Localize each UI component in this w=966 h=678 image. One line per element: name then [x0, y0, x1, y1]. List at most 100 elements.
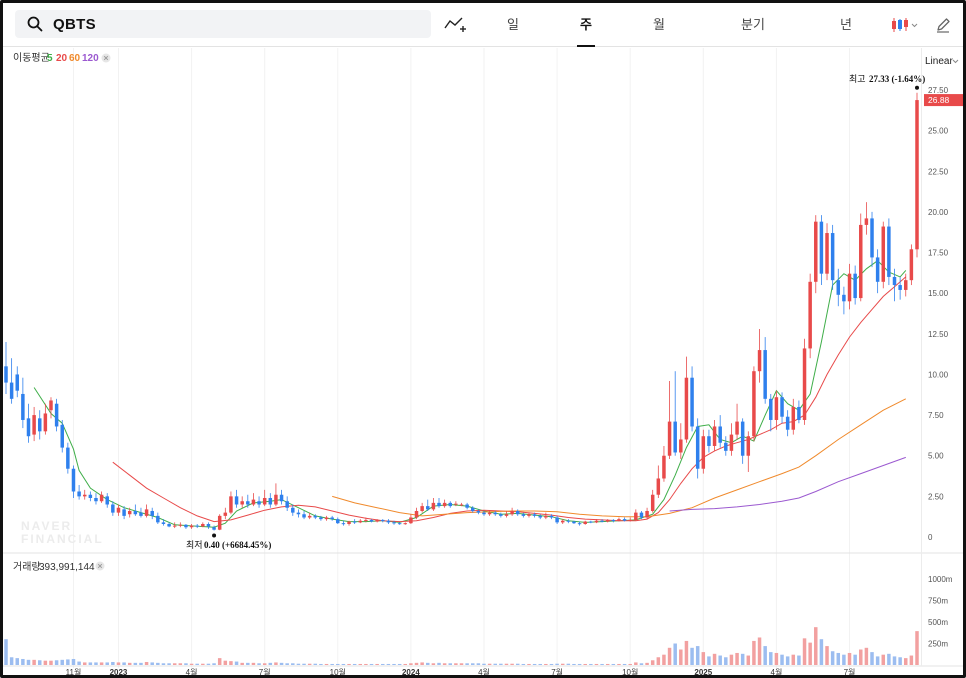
scale-dropdown[interactable]: Linear [925, 56, 959, 67]
candle-down [785, 416, 790, 430]
volume-bar-up [628, 663, 632, 665]
volume-bar-down [195, 663, 199, 665]
volume-bar-down [724, 657, 728, 665]
volume-bar-down [819, 639, 824, 665]
search-box[interactable]: QBTS [15, 10, 431, 38]
volume-bar-up [881, 654, 886, 665]
candle-up [808, 281, 812, 349]
candle-up [442, 502, 447, 507]
volume-bar-down [66, 659, 70, 665]
volume-bar-down [892, 656, 897, 665]
candle-down [122, 509, 126, 516]
candle-down [21, 393, 25, 420]
candle-down [66, 447, 70, 469]
volume-bar-up [909, 655, 914, 665]
candle-up [487, 512, 492, 515]
candle-up [594, 520, 599, 523]
candle-down [161, 522, 166, 524]
candle-down [319, 517, 323, 520]
volume-bar-up [915, 631, 919, 665]
candle-up [307, 515, 312, 518]
candle-up [172, 525, 177, 527]
volume-bar-up [701, 652, 706, 665]
candle-up [679, 439, 683, 453]
candle-down [887, 226, 891, 277]
ma-line-60 [332, 398, 907, 518]
candle-down [892, 276, 897, 286]
candle-up [746, 436, 751, 456]
candle-up [650, 494, 655, 511]
candle-up [735, 421, 739, 435]
volume-bar-down [167, 663, 171, 665]
high-annotation: 최고 27.33 (-1.64%) [849, 74, 925, 90]
volume-bar-down [482, 663, 486, 665]
compare-chart-icon[interactable] [444, 16, 466, 34]
volume-bar-down [161, 663, 166, 665]
high-label: 최고 [849, 74, 866, 84]
candle-type-icon[interactable] [891, 17, 919, 33]
tab-year[interactable]: 년 [840, 17, 852, 32]
candle-down [493, 512, 497, 515]
volume-bar-down [54, 660, 59, 665]
candle-up [791, 406, 796, 430]
search-symbol[interactable]: QBTS [53, 15, 96, 33]
volume-bar-up [217, 658, 222, 665]
candle-up [774, 397, 779, 420]
ma-legend-title: 이동평균 [13, 52, 50, 64]
volume-close-icon[interactable] [95, 561, 105, 571]
grid [3, 48, 963, 668]
volume-bar-down [695, 646, 700, 665]
tab-month[interactable]: 월 [653, 17, 665, 32]
candle-down [853, 273, 857, 299]
candle-down [9, 382, 14, 399]
pencil-icon[interactable] [935, 17, 951, 33]
volume-bar-up [262, 663, 267, 665]
price-tick-label: 0 [928, 533, 933, 542]
volume-header[interactable]: 거래량 393,991,144 [13, 561, 105, 573]
candle-down [763, 350, 767, 399]
candle-down [566, 520, 571, 522]
volume-bar-up [791, 654, 796, 665]
candle-up [262, 497, 267, 505]
volume-bar-down [234, 661, 239, 665]
candle-up [251, 499, 256, 505]
volume-tick-label: 1000m [928, 575, 953, 584]
price-tick-label: 27.50 [928, 86, 949, 95]
volume-tick-label: 250m [928, 640, 948, 649]
volume-bar-up [746, 655, 751, 665]
volume-bar-up [324, 663, 329, 665]
candle-down [819, 221, 824, 274]
volume-bar-up [679, 649, 683, 665]
moving-average-lines [33, 260, 907, 528]
volume-bar-down [572, 663, 576, 665]
ma-legend-close-icon[interactable] [101, 53, 111, 63]
candle-down [437, 502, 441, 507]
x-tick-label: 11월 [66, 667, 82, 677]
volume-bar-up [510, 663, 514, 665]
x-tick-label: 4월 [771, 667, 783, 677]
candle-down [769, 398, 773, 420]
volume-bar-down [797, 655, 801, 665]
candle-down [341, 523, 346, 525]
ma-legend-60: 60 [69, 53, 81, 64]
ma-legend-120: 120 [82, 53, 99, 64]
candle-up [43, 413, 48, 432]
ma-legend[interactable]: 이동평균 5 20 60 120 [13, 52, 111, 64]
tab-quarter[interactable]: 분기 [741, 17, 765, 32]
volume-bar-down [769, 652, 773, 665]
tab-week[interactable]: 주 [571, 3, 601, 47]
chart-area[interactable]: NAVER FINANCIAL 11월 2023 4월 7월 10월 2024 4월 7월 10… [3, 48, 963, 678]
candle-up [403, 523, 408, 525]
volume-bar-down [842, 654, 846, 665]
tab-day[interactable]: 일 [507, 17, 519, 32]
candle-down [246, 501, 250, 505]
volume-bar-up [403, 663, 408, 665]
candle-down [139, 512, 143, 516]
scale-label[interactable]: Linear [925, 56, 953, 67]
candle-down [352, 521, 357, 523]
candle-down [521, 514, 526, 516]
candle-up [904, 280, 908, 290]
candle-down [572, 521, 576, 524]
volume-bar-down [9, 657, 14, 665]
candle-up [144, 509, 149, 516]
